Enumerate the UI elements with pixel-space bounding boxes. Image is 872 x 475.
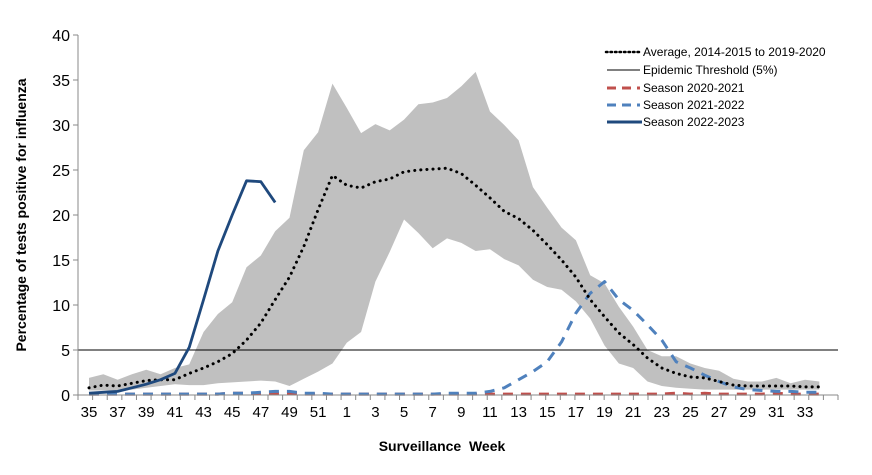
y-axis-label: Percentage of tests positive for influen… bbox=[13, 78, 29, 351]
y-tick-label: 5 bbox=[61, 343, 70, 360]
y-tick-labels: 0 5 10 15 20 25 30 35 40 bbox=[52, 28, 70, 405]
x-tick-label: 37 bbox=[109, 404, 126, 421]
x-tick-label: 39 bbox=[138, 404, 155, 421]
legend-label-average: Average, 2014-2015 to 2019-2020 bbox=[643, 45, 826, 59]
y-tick-label: 35 bbox=[52, 73, 70, 90]
season-2021-2022-line bbox=[89, 280, 820, 396]
y-tick-label: 40 bbox=[52, 28, 70, 45]
y-tick-label: 0 bbox=[61, 388, 70, 405]
legend-label-2021-2022: Season 2021-2022 bbox=[643, 98, 745, 112]
range-band-layer bbox=[89, 71, 820, 391]
y-tick-label: 15 bbox=[52, 253, 70, 270]
x-tick-label: 41 bbox=[167, 404, 184, 421]
x-tick-label: 23 bbox=[653, 404, 670, 421]
x-tick-label: 17 bbox=[568, 404, 585, 421]
x-tick-label: 43 bbox=[195, 404, 212, 421]
x-tick-label: 7 bbox=[429, 404, 437, 421]
axes bbox=[73, 34, 839, 400]
legend-label-threshold: Epidemic Threshold (5%) bbox=[643, 63, 778, 77]
x-tick-label: 5 bbox=[400, 404, 408, 421]
y-tick-label: 20 bbox=[52, 208, 70, 225]
x-tick-label: 27 bbox=[711, 404, 728, 421]
x-tick-label: 3 bbox=[371, 404, 379, 421]
legend-label-2020-2021: Season 2020-2021 bbox=[643, 81, 745, 95]
x-axis-label: Surveillance Week bbox=[379, 438, 506, 454]
x-tick-label: 31 bbox=[768, 404, 785, 421]
x-tick-label: 11 bbox=[482, 404, 498, 421]
x-tick-label: 33 bbox=[797, 404, 814, 421]
x-tick-label: 51 bbox=[310, 404, 327, 421]
x-tick-label: 9 bbox=[457, 404, 465, 421]
y-tick-label: 25 bbox=[52, 163, 70, 180]
average-line bbox=[87, 166, 821, 390]
x-tick-label: 47 bbox=[252, 404, 269, 421]
historical-range-band bbox=[89, 71, 820, 391]
x-tick-label: 15 bbox=[539, 404, 556, 421]
x-tick-label: 13 bbox=[510, 404, 527, 421]
x-tick-label: 45 bbox=[224, 404, 241, 421]
x-tick-labels: 35 37 39 41 43 45 47 49 51 1 3 5 7 9 11 13 15 17 19 21 23 25 2… bbox=[81, 404, 814, 421]
legend: Average, 2014-2015 to 2019-2020 Epidemic… bbox=[604, 45, 826, 129]
x-tick-label: 21 bbox=[625, 404, 642, 421]
x-tick-label: 29 bbox=[739, 404, 756, 421]
x-tick-label: 1 bbox=[343, 404, 351, 421]
y-tick-label: 30 bbox=[52, 118, 70, 135]
x-tick-label: 19 bbox=[596, 404, 613, 421]
y-tick-label: 10 bbox=[52, 298, 70, 315]
x-tick-label: 49 bbox=[281, 404, 298, 421]
series-layer bbox=[87, 166, 821, 396]
legend-label-2022-2023: Season 2022-2023 bbox=[643, 115, 745, 129]
x-tick-label: 35 bbox=[81, 404, 98, 421]
x-tick-label: 25 bbox=[682, 404, 699, 421]
season-2022-2023-line bbox=[88, 179, 277, 395]
